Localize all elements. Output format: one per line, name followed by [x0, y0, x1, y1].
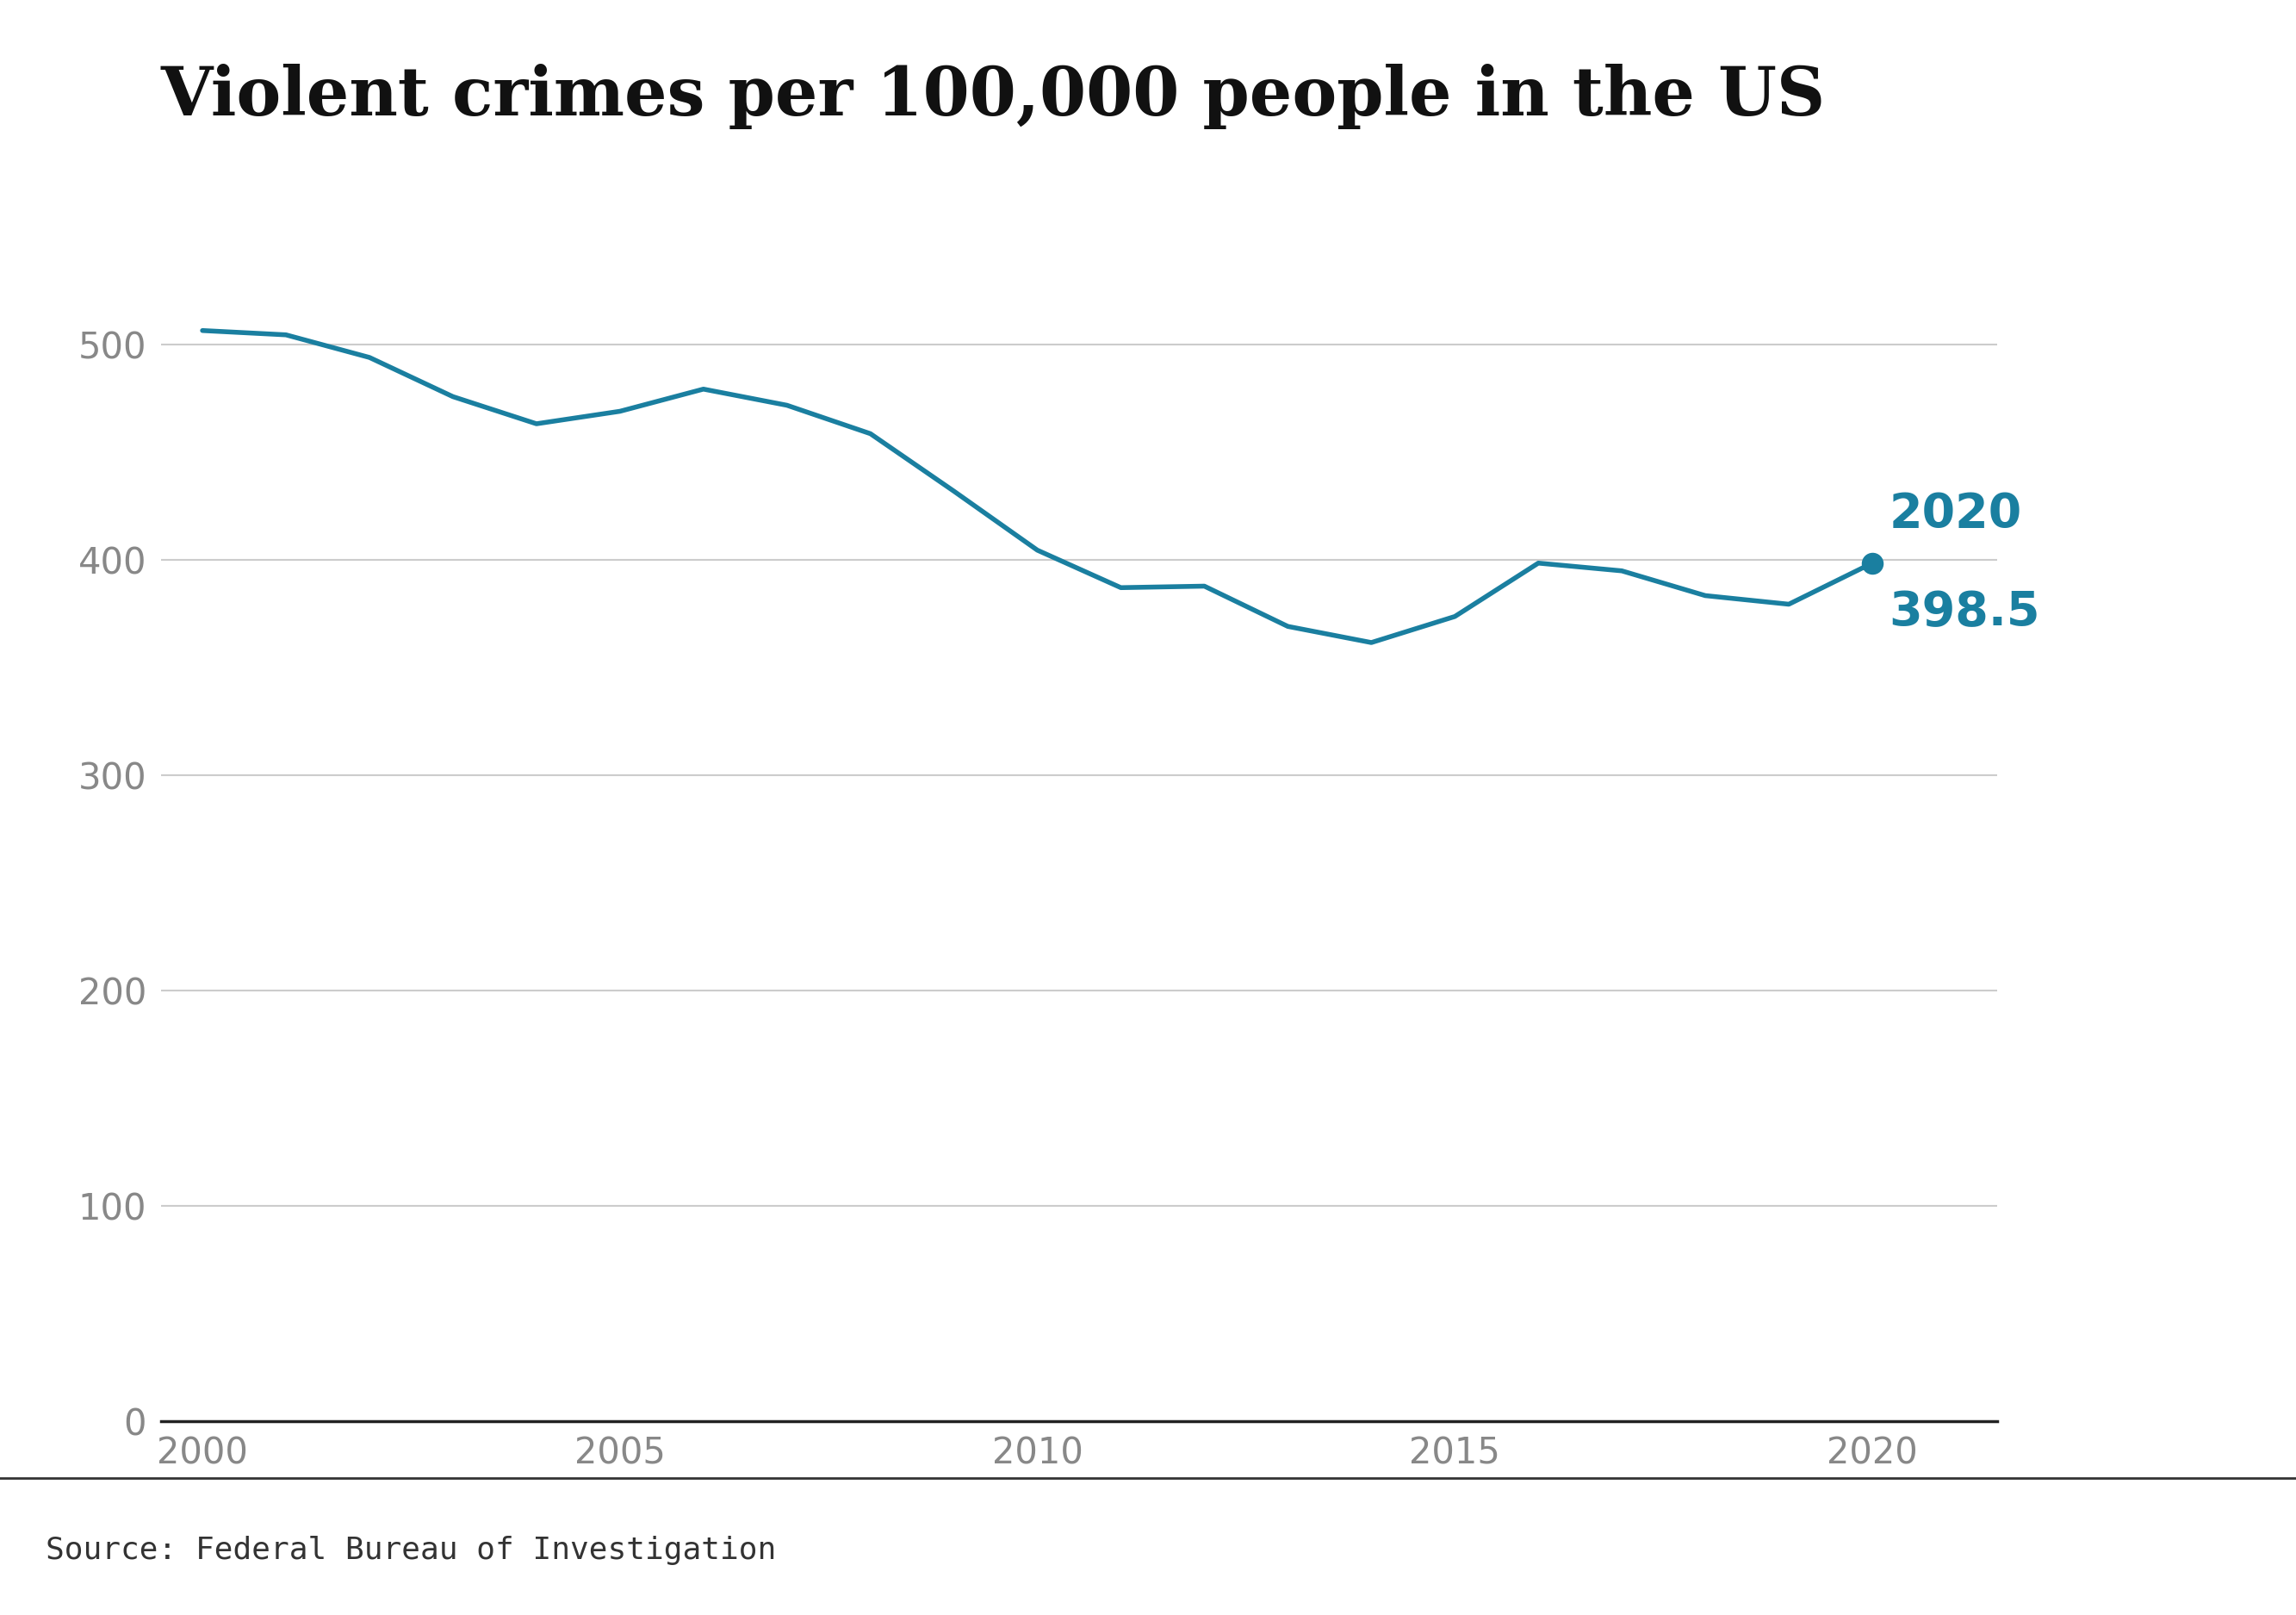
Text: Violent crimes per 100,000 people in the US: Violent crimes per 100,000 people in the… [161, 63, 1825, 129]
Text: C: C [2202, 1531, 2223, 1562]
Text: 398.5: 398.5 [1890, 589, 2041, 635]
Text: B: B [2126, 1531, 2144, 1562]
Point [1853, 551, 1890, 577]
Text: Source: Federal Bureau of Investigation: Source: Federal Bureau of Investigation [46, 1536, 776, 1565]
Text: 2020: 2020 [1890, 491, 2023, 538]
Text: B: B [2048, 1531, 2069, 1562]
